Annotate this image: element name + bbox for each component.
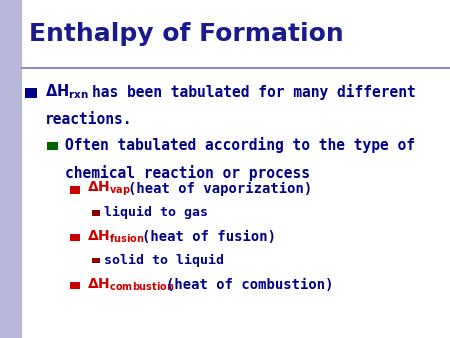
Text: (heat of vaporization): (heat of vaporization) [128, 182, 312, 196]
Text: $\mathbf{\Delta H_{combustion}}$: $\mathbf{\Delta H_{combustion}}$ [87, 276, 175, 293]
FancyBboxPatch shape [70, 234, 80, 241]
FancyBboxPatch shape [47, 142, 58, 150]
FancyBboxPatch shape [25, 88, 37, 98]
Text: $\mathbf{\Delta H_{vap}}$: $\mathbf{\Delta H_{vap}}$ [87, 180, 131, 198]
FancyBboxPatch shape [0, 0, 22, 338]
Text: Often tabulated according to the type of: Often tabulated according to the type of [65, 137, 415, 153]
Text: (heat of combustion): (heat of combustion) [166, 277, 334, 292]
Text: reactions.: reactions. [45, 112, 132, 127]
Text: has been tabulated for many different: has been tabulated for many different [92, 84, 416, 100]
Text: (heat of fusion): (heat of fusion) [142, 230, 276, 244]
Text: solid to liquid: solid to liquid [104, 254, 225, 267]
FancyBboxPatch shape [92, 258, 100, 263]
Text: $\mathbf{\Delta H_{rxn}}$: $\mathbf{\Delta H_{rxn}}$ [45, 82, 89, 101]
FancyBboxPatch shape [70, 282, 80, 289]
Text: Enthalpy of Formation: Enthalpy of Formation [29, 22, 344, 46]
Text: chemical reaction or process: chemical reaction or process [65, 165, 310, 181]
FancyBboxPatch shape [92, 210, 100, 216]
FancyBboxPatch shape [70, 186, 80, 194]
Text: liquid to gas: liquid to gas [104, 207, 208, 219]
Text: $\mathbf{\Delta H_{fusion}}$: $\mathbf{\Delta H_{fusion}}$ [87, 228, 144, 245]
